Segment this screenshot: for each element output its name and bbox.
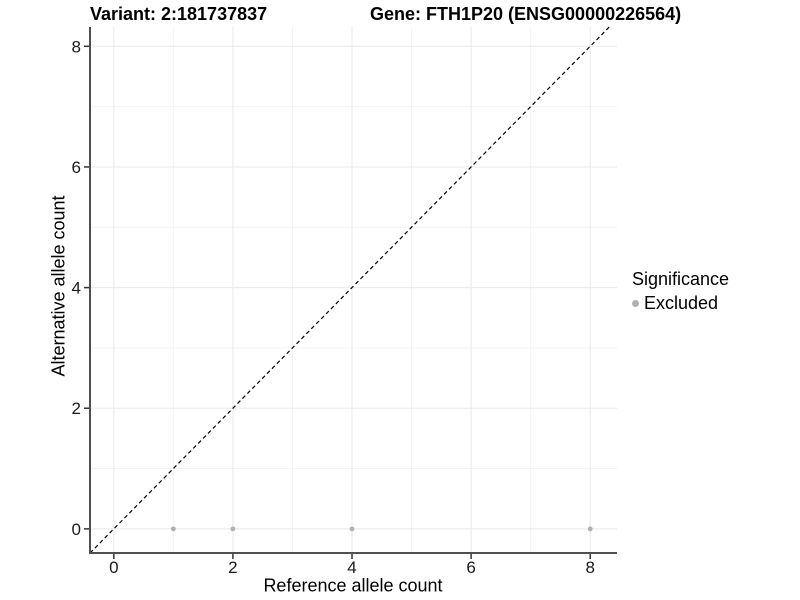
x-tick-label: 0 (109, 558, 118, 577)
y-tick-label: 8 (72, 37, 81, 56)
identity-line (89, 26, 610, 554)
y-tick-label: 6 (72, 158, 81, 177)
x-tick-label: 6 (466, 558, 475, 577)
variant-title: Variant: 2:181737837 (90, 4, 268, 24)
legend-item-excluded: Excluded (632, 293, 729, 314)
x-tick-label: 2 (228, 558, 237, 577)
y-tick-label: 4 (72, 279, 81, 298)
gene-title: Gene: FTH1P20 (ENSG00000226564) (370, 4, 682, 24)
data-point (587, 526, 593, 532)
data-point (349, 526, 355, 532)
legend: Significance Excluded (632, 269, 729, 314)
legend-item-label: Excluded (644, 293, 719, 313)
data-point (170, 526, 176, 532)
excluded-point-icon (632, 300, 639, 307)
x-tick-label: 8 (585, 558, 594, 577)
x-axis-title: Reference allele count (263, 575, 443, 596)
y-axis-title: Alternative allele count (48, 195, 69, 377)
y-tick-label: 0 (72, 520, 81, 539)
data-point (230, 526, 236, 532)
y-tick-label: 2 (72, 399, 81, 418)
legend-title: Significance (632, 269, 730, 289)
x-tick-label: 4 (347, 558, 356, 577)
